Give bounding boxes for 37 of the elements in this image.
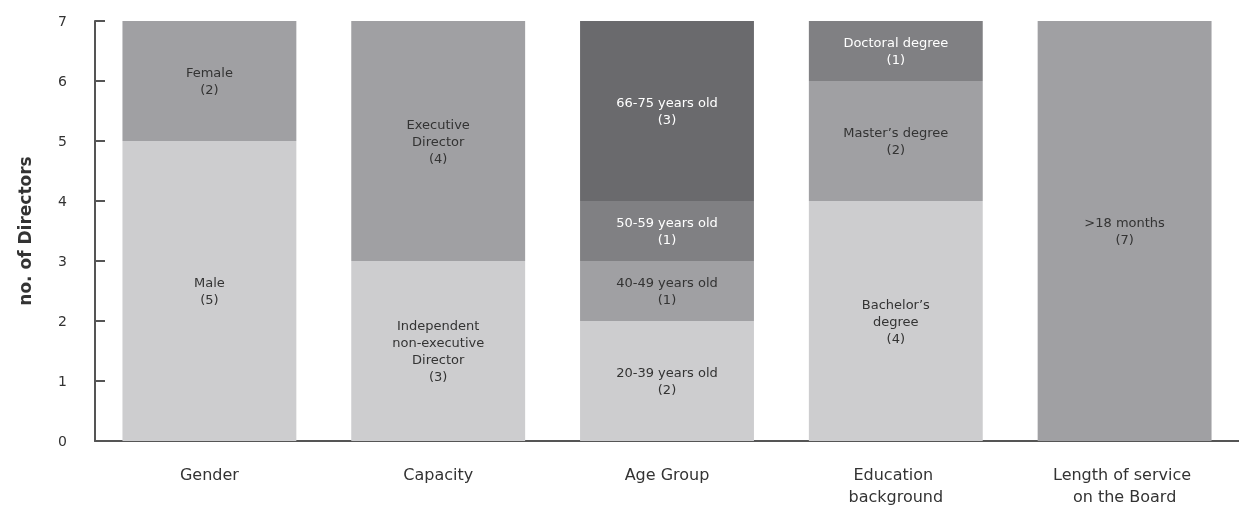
- bar: [122, 141, 297, 441]
- data-label: 66-75 years old (3): [616, 95, 718, 127]
- data-label: Independent non-executive Director (3): [392, 318, 485, 384]
- x-tick-label: Age Group: [624, 464, 710, 484]
- bar: [808, 201, 983, 441]
- y-tick-label: 1: [58, 373, 67, 389]
- bar: [808, 21, 983, 81]
- bar: [808, 81, 983, 201]
- data-label: 20-39 years old (2): [616, 365, 718, 397]
- bar: [580, 261, 754, 321]
- data-label: 50-59 years old (1): [616, 215, 718, 247]
- data-label: Male (5): [194, 275, 225, 307]
- bar: [351, 261, 526, 441]
- y-tick-label: 4: [58, 193, 68, 209]
- data-label: Master’s degree (2): [843, 125, 949, 157]
- bar: [351, 21, 526, 261]
- y-tick-label: 5: [58, 133, 67, 149]
- data-label: 40-49 years old (1): [616, 275, 718, 307]
- data-label: Doctoral degree (1): [843, 35, 949, 67]
- x-tick-label: Capacity: [403, 464, 474, 484]
- x-tick-label: Gender: [179, 464, 240, 484]
- y-axis-title: no. of Directors: [14, 156, 35, 306]
- bar: [580, 321, 754, 441]
- x-tick-label: Education background: [848, 464, 944, 506]
- data-label: Executive Director (4): [406, 116, 470, 166]
- bar: [580, 201, 754, 261]
- y-tick-label: 7: [58, 13, 67, 29]
- y-tick-label: 0: [58, 433, 67, 449]
- data-label: Female (2): [185, 65, 233, 97]
- x-tick-label: Length of service on the Board: [1053, 464, 1197, 506]
- bar: [580, 21, 754, 201]
- y-tick-label: 2: [58, 313, 67, 329]
- data-label: Bachelor’s degree (4): [861, 296, 931, 346]
- data-label: >18 months (7): [1084, 215, 1166, 247]
- bar: [122, 21, 297, 141]
- y-tick-label: 3: [58, 253, 67, 269]
- y-tick-label: 6: [58, 73, 68, 89]
